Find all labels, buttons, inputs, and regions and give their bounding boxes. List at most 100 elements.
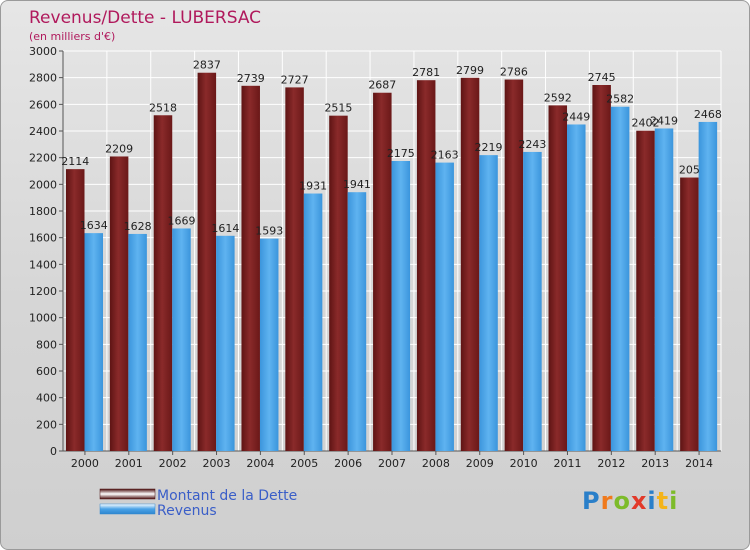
bar-revenus bbox=[259, 238, 279, 451]
data-label: 1669 bbox=[167, 214, 195, 227]
data-label: 2209 bbox=[105, 142, 133, 155]
bar-revenus bbox=[303, 193, 323, 452]
x-tick-label: 2007 bbox=[378, 457, 406, 470]
bar-dette bbox=[109, 156, 129, 451]
data-label: 1593 bbox=[255, 225, 283, 238]
data-label: 2468 bbox=[694, 108, 722, 121]
bar-revenus bbox=[523, 151, 542, 451]
x-tick-label: 2001 bbox=[115, 457, 143, 470]
bar-revenus bbox=[435, 162, 454, 451]
bar-dette bbox=[66, 169, 85, 451]
bar-revenus bbox=[479, 155, 498, 451]
bar-dette bbox=[636, 130, 655, 451]
bar-revenus bbox=[391, 161, 411, 451]
legend-swatch-revenus bbox=[99, 503, 156, 515]
y-tick-label: 400 bbox=[36, 392, 57, 405]
data-label: 1931 bbox=[299, 180, 327, 193]
legend-swatch-debt bbox=[99, 488, 156, 500]
data-label: 2402 bbox=[632, 117, 660, 130]
bar-dette bbox=[680, 177, 699, 452]
data-label: 1941 bbox=[343, 178, 371, 191]
data-label: 2837 bbox=[193, 59, 221, 72]
bars bbox=[66, 72, 718, 452]
bar-dette bbox=[548, 105, 568, 452]
y-tick-label: 600 bbox=[36, 365, 57, 378]
data-label: 2114 bbox=[61, 155, 89, 168]
data-label: 2799 bbox=[456, 64, 484, 77]
y-tick-label: 2000 bbox=[29, 178, 57, 191]
bar-revenus bbox=[347, 192, 367, 451]
y-tick-label: 1400 bbox=[29, 258, 57, 271]
bar-revenus bbox=[567, 124, 586, 451]
logo-letter: o bbox=[613, 487, 631, 515]
y-tick-label: 1600 bbox=[29, 232, 57, 245]
y-tick-label: 2200 bbox=[29, 152, 57, 165]
y-tick-label: 1000 bbox=[29, 312, 57, 325]
data-label: 2739 bbox=[237, 72, 265, 85]
x-tick-label: 2006 bbox=[334, 457, 362, 470]
logo-letter: r bbox=[600, 487, 614, 515]
y-tick-label: 800 bbox=[36, 338, 57, 351]
y-tick-label: 3000 bbox=[29, 45, 57, 58]
x-tick-label: 2014 bbox=[685, 457, 713, 470]
data-labels: 2114 1634 2209 1628 2518 1669 2837 1614 2739 1593… bbox=[61, 59, 722, 238]
logo-letter: i bbox=[669, 487, 679, 515]
data-label: 2175 bbox=[387, 147, 415, 160]
y-tick-label: 1200 bbox=[29, 285, 57, 298]
legend-label-debt: Montant de la Dette bbox=[157, 488, 297, 504]
y-tick-label: 0 bbox=[50, 445, 57, 458]
y-tick-label: 2600 bbox=[29, 98, 57, 111]
y-tick-label: 1800 bbox=[29, 205, 57, 218]
bar-revenus bbox=[610, 106, 630, 451]
data-label: 2243 bbox=[518, 138, 546, 151]
x-tick-label: 2009 bbox=[466, 457, 494, 470]
x-tick-label: 2002 bbox=[159, 457, 187, 470]
bar-revenus bbox=[216, 235, 235, 451]
data-label: 2727 bbox=[281, 73, 309, 86]
bar-dette bbox=[460, 77, 480, 452]
bar-dette bbox=[153, 115, 173, 452]
x-tick-label: 2011 bbox=[553, 457, 581, 470]
data-label: 2163 bbox=[431, 149, 459, 162]
chart-subtitle: (en milliers d'€) bbox=[29, 30, 115, 43]
data-label: 2582 bbox=[606, 93, 634, 106]
data-label: 2786 bbox=[500, 66, 528, 79]
bar-dette bbox=[416, 80, 436, 451]
y-tick-label: 2800 bbox=[29, 72, 57, 85]
bar-dette bbox=[241, 85, 260, 452]
bar-dette bbox=[592, 85, 611, 451]
data-label: 1614 bbox=[211, 222, 239, 235]
bar-revenus bbox=[698, 121, 718, 451]
data-label: 2515 bbox=[324, 102, 352, 115]
bar-dette bbox=[197, 72, 217, 451]
data-label: 2449 bbox=[562, 110, 590, 123]
data-label: 2518 bbox=[149, 101, 177, 114]
chart-title: Revenus/Dette - LUBERSAC bbox=[29, 8, 261, 28]
data-label: 2687 bbox=[368, 79, 396, 92]
bar-dette bbox=[329, 115, 348, 452]
y-tick-label: 2400 bbox=[29, 125, 57, 138]
y-tick-label: 200 bbox=[36, 418, 57, 431]
bar-revenus bbox=[654, 128, 674, 451]
x-tick-label: 2010 bbox=[510, 457, 538, 470]
bar-dette bbox=[504, 79, 524, 452]
bar-dette bbox=[285, 87, 304, 452]
x-tick-label: 2004 bbox=[246, 457, 274, 470]
bar-dette bbox=[373, 92, 392, 451]
x-tick-label: 2003 bbox=[203, 457, 231, 470]
x-tick-label: 2005 bbox=[290, 457, 318, 470]
x-tick-label: 2000 bbox=[71, 457, 99, 470]
data-label: 2781 bbox=[412, 66, 440, 79]
legend: Montant de la Dette Revenus bbox=[99, 488, 297, 519]
data-label: 2419 bbox=[650, 114, 678, 127]
bar-revenus bbox=[128, 233, 147, 451]
logo-letter: x bbox=[630, 487, 648, 515]
proxiti-logo: Proxiti bbox=[582, 487, 678, 515]
x-tick-label: 2012 bbox=[597, 457, 625, 470]
bar-revenus bbox=[172, 228, 191, 451]
legend-label-revenus: Revenus bbox=[157, 503, 217, 519]
bar-revenus bbox=[84, 233, 103, 451]
data-label: 1634 bbox=[80, 219, 108, 232]
